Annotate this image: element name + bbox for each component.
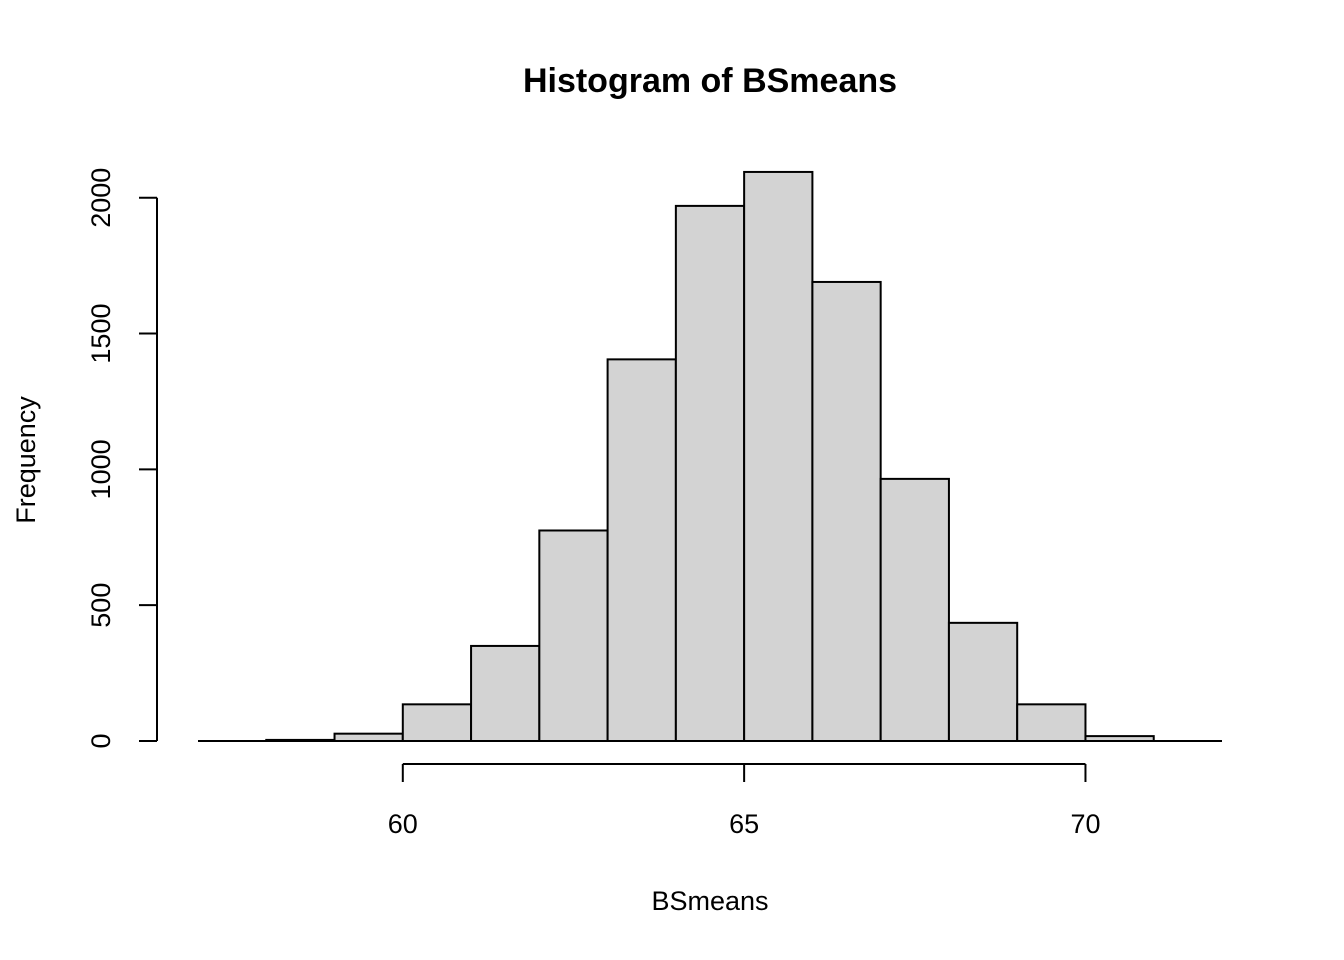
histogram-bar-9 (879, 477, 950, 742)
y-tick-label-2: 1000 (86, 439, 116, 499)
x-tick-label-2: 70 (1070, 809, 1100, 839)
y-axis-label: Frequency (11, 396, 41, 524)
histogram-bar-1 (333, 732, 404, 743)
y-tick-label-0: 0 (86, 733, 116, 748)
histogram-bar-11 (1016, 703, 1087, 743)
histogram-bar-10 (947, 621, 1019, 742)
chart-title: Histogram of BSmeans (523, 62, 897, 100)
x-axis-label: BSmeans (651, 886, 768, 916)
histogram-bar-2 (401, 703, 473, 743)
x-tick-label-0: 60 (388, 809, 418, 839)
x-axis: 60 65 70 (388, 763, 1100, 839)
histogram-bar-5 (606, 358, 677, 742)
x-tick-label-1: 65 (729, 809, 759, 839)
y-tick-label-3: 1500 (86, 304, 116, 364)
y-tick-label-4: 2000 (86, 168, 116, 228)
histogram-bar-7 (743, 170, 814, 743)
bars-group (265, 170, 1155, 743)
histogram-bar-4 (538, 529, 609, 742)
y-tick-label-1: 500 (86, 583, 116, 628)
y-axis: 0 500 1000 1500 2000 (86, 168, 158, 749)
histogram-bar-8 (811, 280, 882, 742)
histogram-bar-6 (674, 204, 746, 743)
histogram-bar-3 (470, 644, 541, 743)
